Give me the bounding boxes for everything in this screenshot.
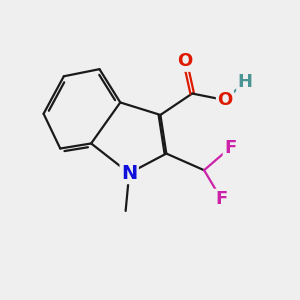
Text: F: F xyxy=(224,139,236,157)
Text: H: H xyxy=(238,73,253,91)
Text: O: O xyxy=(217,91,232,109)
Text: N: N xyxy=(121,164,137,183)
Text: F: F xyxy=(215,190,227,208)
Text: O: O xyxy=(177,52,193,70)
